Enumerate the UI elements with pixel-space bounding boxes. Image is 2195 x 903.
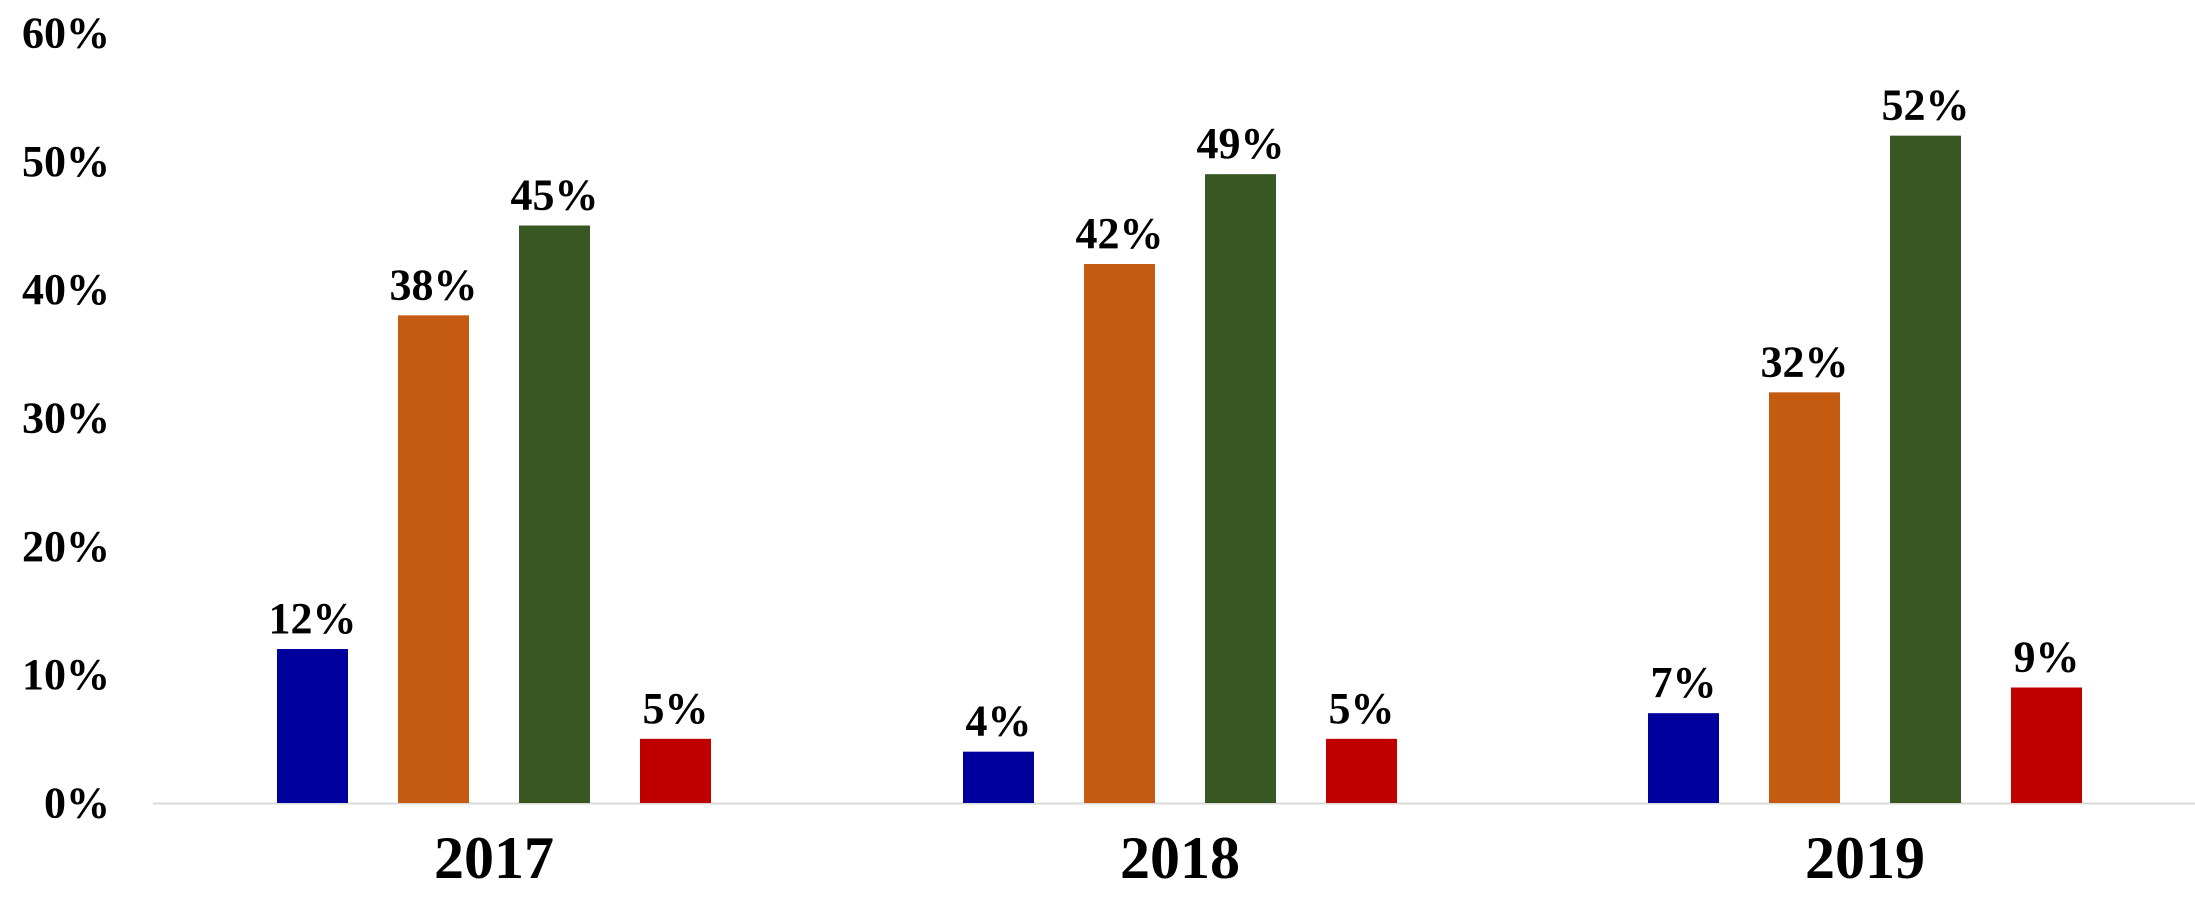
bar (1769, 392, 1840, 803)
data-label: 12% (269, 594, 357, 643)
bar (398, 315, 469, 803)
bar (1890, 135, 1961, 803)
data-label: 42% (1076, 209, 1164, 258)
y-tick-label: 20% (22, 522, 110, 571)
bar (277, 649, 348, 803)
bar (1084, 264, 1155, 803)
data-label: 52% (1882, 81, 1970, 130)
bar (1648, 713, 1719, 803)
data-label: 7% (1651, 658, 1717, 707)
y-tick-label: 50% (22, 137, 110, 186)
bar (963, 751, 1034, 803)
data-label: 32% (1761, 337, 1849, 386)
data-label: 5% (1329, 684, 1395, 733)
y-tick-label: 30% (22, 394, 110, 443)
data-label: 49% (1197, 119, 1285, 168)
y-tick-label: 40% (22, 265, 110, 314)
bar (1205, 174, 1276, 803)
y-tick-label: 10% (22, 650, 110, 699)
bars-layer (277, 135, 2082, 803)
data-label: 45% (511, 171, 599, 220)
x-tick-label: 2019 (1805, 825, 1925, 891)
data-label: 4% (966, 697, 1032, 746)
data-label: 5% (643, 684, 709, 733)
bar (1326, 738, 1397, 803)
data-labels-layer: 12% 38% 45% 5% 4% 42% 49% 5% 7% 32% 52% 9% (269, 81, 2080, 746)
x-axis: 2017 2018 2019 (153, 802, 2195, 891)
y-tick-label: 60% (22, 9, 110, 58)
y-tick-label: 0% (44, 779, 110, 828)
x-tick-label: 2018 (1120, 825, 1240, 891)
x-tick-label: 2017 (434, 825, 554, 891)
bar (640, 738, 711, 803)
y-axis: 0% 10% 20% 30% 40% 50% 60% (22, 9, 110, 828)
data-label: 9% (2014, 633, 2080, 682)
data-label: 38% (390, 260, 478, 309)
bar (2011, 687, 2082, 803)
bar (519, 225, 590, 803)
